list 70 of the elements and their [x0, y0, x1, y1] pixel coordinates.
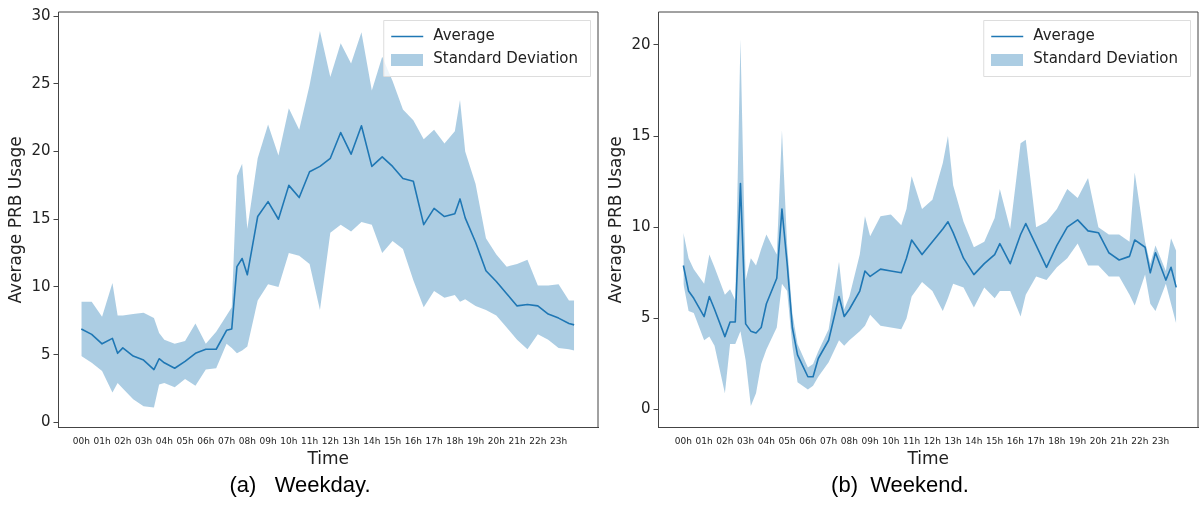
x-tick-label: 21h — [1110, 435, 1128, 446]
y-tick-label: 10 — [631, 217, 651, 236]
x-tick-label: 13h — [944, 435, 962, 446]
x-tick-label: 04h — [155, 435, 173, 446]
y-axis-title: Average PRB Usage — [604, 136, 625, 304]
x-tick-label: 22h — [1131, 435, 1149, 446]
x-axis-title: Time — [306, 448, 350, 469]
x-tick-label: 02h — [716, 435, 734, 446]
x-tick-label: 12h — [923, 435, 941, 446]
annotation: Standard Deviation — [1033, 49, 1179, 68]
y-tick-label: 20 — [31, 141, 51, 160]
x-tick-label: 13h — [342, 435, 360, 446]
x-tick-label: 15h — [383, 435, 402, 446]
x-tick-label: 05h — [778, 435, 796, 446]
x-tick-label: 16h — [404, 435, 422, 446]
x-tick-label: 23h — [550, 435, 568, 446]
x-tick-label: 19h — [1069, 435, 1087, 446]
x-tick-label: 08h — [238, 435, 256, 446]
text: (b) Weekend. — [830, 472, 970, 498]
x-tick-label: 22h — [529, 435, 547, 446]
x-tick-label: 20h — [1089, 435, 1107, 446]
y-tick-label: 15 — [31, 209, 51, 228]
x-tick-label: 20h — [487, 435, 505, 446]
x-tick-label: 16h — [1006, 435, 1024, 446]
x-tick-label: 18h — [446, 435, 464, 446]
y-axis-title: Average PRB Usage — [4, 136, 25, 304]
y-tick-label: 30 — [31, 5, 51, 24]
text: (a) Weekday. — [228, 472, 372, 498]
y-tick-label: 5 — [40, 344, 51, 363]
x-tick-label: 00h — [674, 435, 692, 446]
x-tick-label: 21h — [508, 435, 526, 446]
x-tick-label: 01h — [695, 435, 713, 446]
x-tick-label: 03h — [134, 435, 153, 446]
x-tick-label: 12h — [321, 435, 339, 446]
x-tick-label: 19h — [466, 435, 485, 446]
x-tick-label: 07h — [820, 435, 838, 446]
x-tick-label: 00h — [72, 435, 90, 446]
y-tick-label: 0 — [40, 412, 51, 431]
x-tick-label: 02h — [114, 435, 132, 446]
legend-label: Average — [1033, 26, 1095, 45]
x-tick-label: 17h — [1027, 435, 1045, 446]
x-tick-label: 01h — [93, 435, 111, 446]
x-tick-label: 03h — [737, 435, 755, 446]
x-tick-label: 14h — [363, 435, 381, 446]
x-tick-label: 06h — [197, 435, 215, 446]
y-tick-label: 10 — [31, 276, 51, 295]
x-tick-label: 23h — [1152, 435, 1170, 446]
y-tick-label: 0 — [640, 399, 651, 418]
x-tick-label: 10h — [280, 435, 298, 446]
x-tick-label: 07h — [217, 435, 236, 446]
x-tick-label: 17h — [425, 435, 443, 446]
x-tick-label: 14h — [965, 435, 983, 446]
y-tick-label: 25 — [31, 73, 51, 92]
x-tick-label: 09h — [861, 435, 879, 446]
y-tick-label: 15 — [631, 125, 651, 144]
x-tick-label: 15h — [986, 435, 1004, 446]
x-tick-label: 05h — [176, 435, 194, 446]
x-axis-title: Time — [906, 448, 950, 469]
x-tick-label: 04h — [757, 435, 775, 446]
x-tick-label: 06h — [799, 435, 817, 446]
y-tick-label: 5 — [640, 308, 651, 327]
annotation: Standard Deviation — [433, 49, 579, 68]
x-tick-label: 08h — [840, 435, 858, 446]
legend-label: Average — [433, 26, 495, 45]
y-tick-label: 20 — [631, 34, 651, 53]
x-tick-label: 18h — [1048, 435, 1066, 446]
x-tick-label: 11h — [903, 435, 921, 446]
x-tick-label: 11h — [300, 435, 319, 446]
x-tick-label: 09h — [259, 435, 277, 446]
x-tick-label: 10h — [882, 435, 900, 446]
